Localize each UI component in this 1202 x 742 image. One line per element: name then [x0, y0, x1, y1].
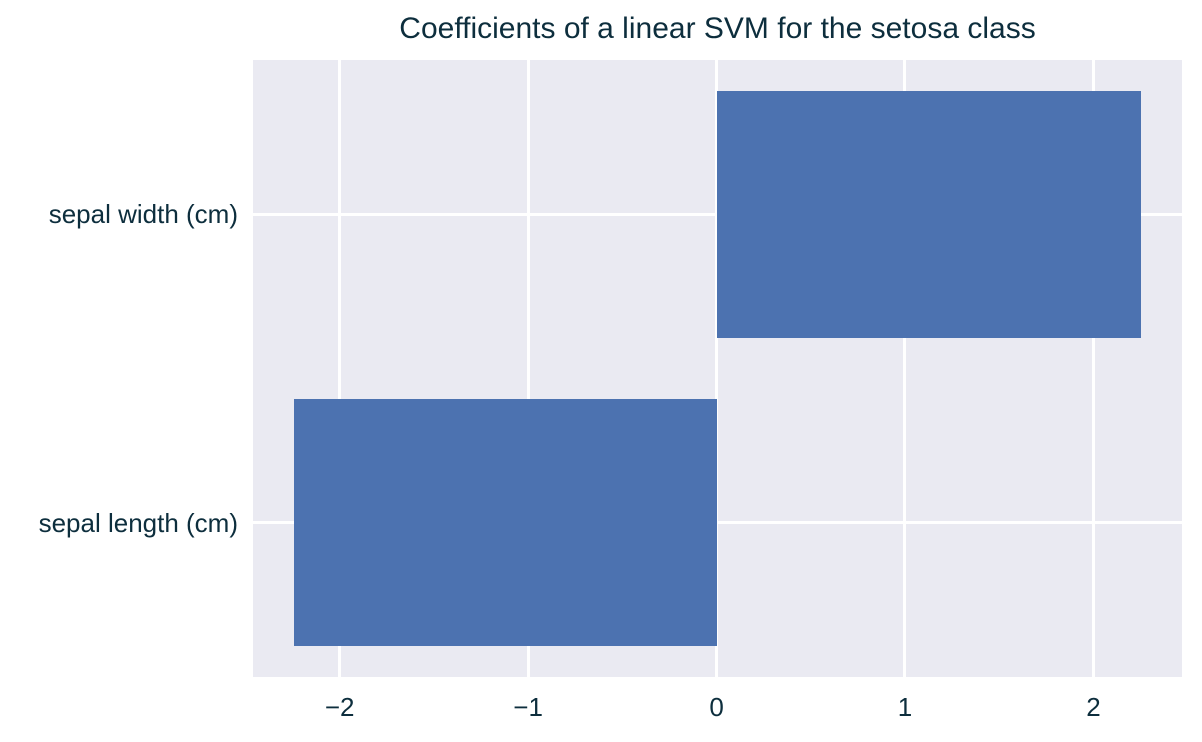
ytick-label-sepal-width-cm-: sepal width (cm) [48, 199, 238, 230]
gridline-x-1 [903, 60, 907, 677]
gridline-x-−2 [338, 60, 342, 677]
xtick-label-−1: −1 [513, 692, 543, 722]
xtick-label-0: 0 [709, 692, 724, 722]
chart-title: Coefficients of a linear SVM for the set… [399, 12, 1036, 45]
gridline-x-0 [715, 60, 719, 677]
xtick-label-2: 2 [1086, 692, 1101, 722]
plot-area [253, 60, 1182, 677]
bar-sepal-length-cm- [294, 399, 717, 647]
gridline-x-−1 [526, 60, 530, 677]
bar-sepal-width-cm- [716, 90, 1141, 338]
xtick-label-−2: −2 [324, 692, 355, 722]
gridline-y-sepal-length-cm- [253, 521, 1182, 525]
ytick-label-sepal-length-cm-: sepal length (cm) [38, 507, 238, 538]
gridline-x-2 [1091, 60, 1095, 677]
xtick-label-1: 1 [897, 692, 913, 722]
